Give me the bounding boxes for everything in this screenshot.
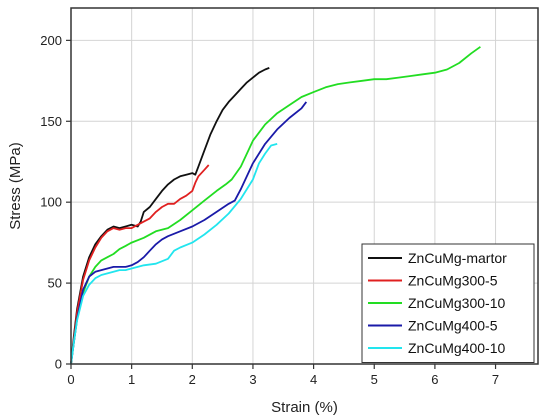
legend-label: ZnCuMg300-10 bbox=[408, 295, 505, 311]
x-tick-label: 5 bbox=[371, 372, 378, 387]
x-tick-label: 0 bbox=[67, 372, 74, 387]
y-tick-label: 200 bbox=[40, 33, 62, 48]
x-axis-title: Strain (%) bbox=[271, 399, 338, 416]
legend-label: ZnCuMg400-10 bbox=[408, 340, 505, 356]
legend-label: ZnCuMg-martor bbox=[408, 250, 507, 266]
x-tick-label: 4 bbox=[310, 372, 317, 387]
x-tick-label: 7 bbox=[492, 372, 499, 387]
x-axis-ticks: 0 1 2 3 4 5 6 7 bbox=[67, 364, 499, 387]
series-line-1 bbox=[71, 68, 269, 364]
y-tick-label: 150 bbox=[40, 114, 62, 129]
y-tick-label: 100 bbox=[40, 195, 62, 210]
legend-label: ZnCuMg400-5 bbox=[408, 318, 498, 334]
x-tick-label: 2 bbox=[189, 372, 196, 387]
legend: ZnCuMg-martor ZnCuMg300-5 ZnCuMg300-10 ZnCu… bbox=[362, 244, 534, 363]
y-tick-label: 0 bbox=[55, 357, 62, 372]
x-tick-label: 1 bbox=[128, 372, 135, 387]
legend-label: ZnCuMg300-5 bbox=[408, 273, 498, 289]
y-axis-ticks: 0 50 100 150 200 bbox=[40, 33, 71, 372]
x-tick-label: 3 bbox=[249, 372, 256, 387]
series-line-2 bbox=[71, 165, 209, 364]
y-axis-title: Stress (MPa) bbox=[7, 142, 24, 230]
x-tick-label: 6 bbox=[431, 372, 438, 387]
y-tick-label: 50 bbox=[48, 276, 62, 291]
